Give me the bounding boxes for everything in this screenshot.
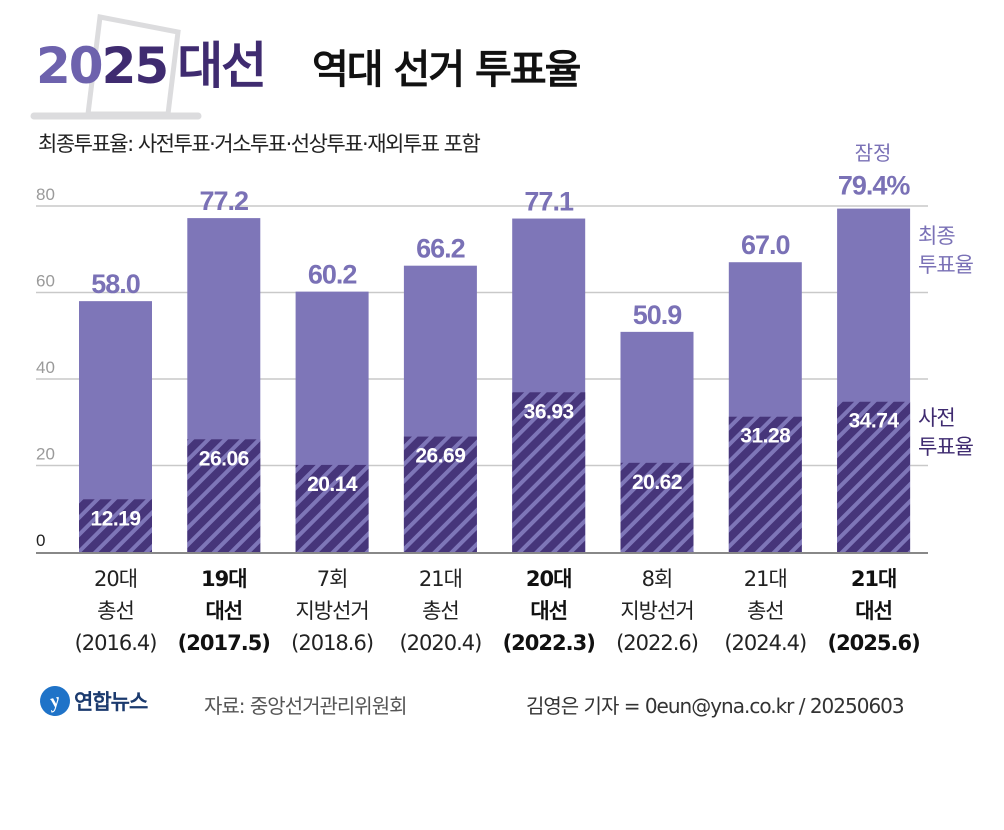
x-category-line2: 총선	[97, 599, 134, 623]
x-category-line1: 21대	[419, 567, 462, 591]
bar-early-turnout	[295, 464, 369, 552]
x-category-line2: 대선	[530, 599, 567, 623]
bars	[79, 208, 911, 553]
x-category-line2: 총선	[422, 599, 459, 623]
yonhap-logo-icon: y	[36, 682, 74, 720]
final-turnout-label: 77.1	[524, 187, 574, 217]
x-category-line2: 대선	[205, 599, 242, 623]
title-year-part-b: 25	[101, 37, 170, 95]
final-turnout-label: 79.4%	[838, 171, 911, 201]
bar-early-turnout	[620, 462, 694, 552]
final-turnout-label: 60.2	[308, 260, 357, 290]
credit-text: 김영은 기자 = 0eun@yna.co.kr / 20250603	[526, 694, 905, 718]
x-category-line2: 대선	[855, 599, 892, 623]
x-category-line1: 20대	[526, 567, 572, 591]
legend-final-line2: 투표율	[918, 253, 974, 277]
page-title: 2025 대선	[36, 36, 267, 96]
title-year-part-a: 20	[36, 37, 104, 95]
provisional-label: 잠정	[855, 141, 892, 165]
final-turnout-label: 67.0	[741, 230, 790, 260]
x-category-line2: 총선	[747, 599, 784, 623]
early-turnout-label: 26.06	[199, 447, 249, 470]
x-category-line1: 21대	[851, 567, 897, 591]
x-category-line1: 20대	[94, 567, 137, 591]
early-turnout-label: 34.74	[849, 410, 900, 433]
y-tick-label: 40	[36, 358, 55, 377]
x-category-line3: (2017.5)	[178, 631, 270, 655]
turnout-chart: 0 20 40 60 80 58.0 12.19 77.2 26.06 60.2 20.14 66.…	[36, 141, 975, 655]
x-category-line2: 지방선거	[295, 599, 368, 623]
x-category-line3: (2025.6)	[827, 631, 919, 655]
legend: 최종 투표율 사전 투표율	[918, 224, 975, 459]
early-turnout-label: 12.19	[90, 507, 140, 530]
bar-early-turnout	[728, 416, 802, 552]
bar-early-turnout	[403, 436, 477, 552]
final-turnout-label: 58.0	[91, 269, 140, 299]
x-category-line1: 7회	[317, 567, 348, 591]
ballot-box-icon	[30, 14, 202, 120]
final-turnout-label: 66.2	[416, 234, 465, 264]
legend-early-line2: 투표율	[918, 435, 974, 459]
legend-early-line1: 사전	[918, 406, 955, 430]
legend-final-line1: 최종	[918, 224, 955, 248]
x-category-line1: 19대	[201, 567, 247, 591]
y-tick-label: 80	[36, 185, 55, 204]
y-tick-label: 0	[36, 531, 45, 550]
x-category-line3: (2018.6)	[291, 631, 373, 655]
early-turnout-label: 26.69	[415, 445, 465, 468]
y-tick-label: 60	[36, 272, 55, 291]
logo-text: 연합뉴스	[74, 690, 148, 714]
early-turnout-label: 31.28	[740, 425, 791, 448]
bar-early-turnout	[187, 439, 261, 552]
y-axis-ticks: 0 20 40 60 80	[36, 185, 55, 550]
data-labels: 58.0 12.19 77.2 26.06 60.2 20.14 66.2 26.69 77.1…	[90, 171, 911, 531]
subtitle: 최종투표율: 사전투표·거소투표·선상투표·재외투표 포함	[38, 132, 481, 156]
x-category-line3: (2024.4)	[724, 631, 806, 655]
x-category-line3: (2020.4)	[399, 631, 481, 655]
x-category-line3: (2016.4)	[75, 631, 157, 655]
x-category-line1: 8회	[642, 567, 673, 591]
bar-early-turnout	[512, 392, 586, 552]
source-text: 자료: 중앙선거관리위원회	[204, 694, 407, 718]
bar-early-turnout	[79, 499, 152, 552]
final-turnout-label: 50.9	[633, 300, 683, 330]
x-category-line2: 지방선거	[620, 599, 693, 623]
page-title-rest: 역대 선거 투표율	[312, 47, 581, 93]
x-category-line3: (2022.3)	[503, 631, 595, 655]
x-category-line1: 21대	[744, 567, 787, 591]
title-election: 대선	[177, 37, 267, 95]
final-turnout-label: 77.2	[200, 186, 249, 216]
x-category-line3: (2022.6)	[616, 631, 698, 655]
bar-early-turnout	[837, 401, 911, 552]
yonhap-logo: y 연합뉴스	[36, 682, 148, 720]
early-turnout-label: 20.14	[307, 473, 358, 496]
y-tick-label: 20	[36, 445, 55, 464]
early-turnout-label: 36.93	[524, 400, 574, 423]
early-turnout-label: 20.62	[632, 471, 682, 494]
